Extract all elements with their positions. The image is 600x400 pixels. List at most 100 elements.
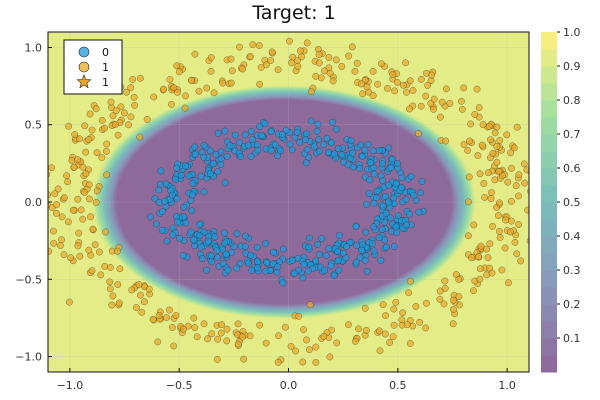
point-class-1: [496, 137, 504, 144]
colorbar-segment: [541, 304, 557, 322]
point-class-1: [498, 266, 506, 274]
point-class-0: [301, 136, 309, 143]
point-class-1: [101, 124, 108, 132]
colorbar-segment: [541, 117, 557, 135]
point-class-1: [515, 192, 522, 200]
colorbar-segment: [541, 151, 557, 169]
point-class-0: [241, 131, 249, 139]
point-class-0: [208, 258, 216, 266]
point-class-0: [247, 152, 255, 160]
point-class-1: [228, 67, 236, 75]
point-class-1: [128, 286, 136, 294]
point-class-0: [390, 194, 398, 202]
point-class-1: [74, 195, 82, 203]
point-class-1: [136, 291, 144, 299]
legend-label: 0: [102, 46, 109, 59]
point-class-0: [168, 191, 176, 199]
point-class-0: [213, 247, 221, 255]
point-class-1: [353, 59, 361, 67]
point-class-1: [70, 163, 78, 171]
point-class-0: [379, 177, 387, 185]
point-class-1: [428, 71, 436, 79]
point-class-1: [422, 299, 430, 307]
point-class-1: [54, 185, 62, 193]
point-class-1: [217, 329, 225, 337]
point-class-0: [369, 147, 377, 155]
point-class-1: [227, 55, 235, 63]
point-class-1: [296, 47, 304, 55]
point-class-0: [261, 120, 269, 128]
point-class-0: [375, 234, 383, 242]
point-class-0: [327, 262, 335, 270]
point-class-0: [378, 160, 386, 168]
point-class-0: [196, 232, 204, 240]
point-class-1: [484, 169, 492, 177]
point-class-1: [495, 199, 503, 207]
point-class-0: [247, 251, 254, 259]
point-class-1: [449, 320, 457, 328]
point-class-0: [195, 221, 203, 229]
point-class-0: [320, 141, 328, 149]
point-class-0: [394, 212, 402, 220]
point-class-1: [438, 98, 446, 106]
point-class-1: [130, 93, 138, 101]
point-class-1: [246, 53, 254, 60]
point-class-0: [253, 243, 261, 251]
point-class-0: [279, 245, 287, 253]
point-class-0: [387, 163, 395, 171]
point-class-1: [345, 321, 352, 329]
point-class-1: [166, 76, 174, 83]
point-class-1: [234, 320, 242, 328]
point-class-1: [471, 111, 479, 118]
point-class-1: [227, 79, 235, 87]
point-class-1: [412, 302, 420, 310]
point-class-0: [384, 144, 392, 152]
point-class-1: [430, 105, 437, 113]
point-class-1: [249, 41, 257, 49]
point-class-0: [370, 170, 378, 178]
point-class-0: [352, 223, 360, 231]
point-class-1: [53, 201, 60, 209]
point-class-0: [262, 267, 270, 275]
colorbar-segment: [541, 355, 557, 373]
point-class-1: [326, 353, 334, 361]
point-class-1: [441, 284, 449, 292]
point-class-1: [442, 85, 450, 93]
point-class-1: [223, 337, 231, 345]
point-class-1: [312, 358, 320, 366]
point-class-1: [460, 141, 468, 148]
point-class-1: [369, 92, 377, 100]
point-class-1: [417, 75, 425, 83]
point-class-1: [95, 248, 103, 256]
point-class-1: [112, 107, 120, 115]
point-class-1: [376, 347, 384, 355]
point-class-0: [388, 155, 396, 163]
point-class-0: [381, 192, 389, 200]
point-class-1: [533, 172, 539, 178]
point-class-1: [306, 301, 314, 309]
point-class-1: [393, 79, 401, 86]
point-class-1: [374, 80, 382, 88]
point-class-1: [262, 339, 270, 347]
point-class-1: [389, 71, 397, 79]
point-class-1: [470, 287, 477, 295]
point-class-0: [356, 165, 364, 172]
point-class-1: [455, 276, 463, 284]
point-class-1: [486, 240, 494, 248]
point-class-0: [158, 208, 166, 215]
point-class-1: [56, 242, 64, 250]
point-class-1: [262, 61, 270, 69]
point-class-0: [204, 237, 212, 245]
point-class-1: [305, 346, 313, 354]
point-class-0: [299, 274, 307, 282]
x-tick-label: −1.0: [57, 379, 84, 392]
point-class-0: [359, 152, 366, 160]
point-class-0: [343, 243, 351, 250]
point-class-1: [239, 65, 247, 73]
point-class-1: [82, 148, 90, 156]
point-class-0: [197, 243, 205, 251]
point-class-0: [214, 168, 222, 176]
point-class-0: [200, 188, 208, 196]
point-class-0: [241, 243, 249, 251]
point-class-0: [217, 160, 225, 168]
